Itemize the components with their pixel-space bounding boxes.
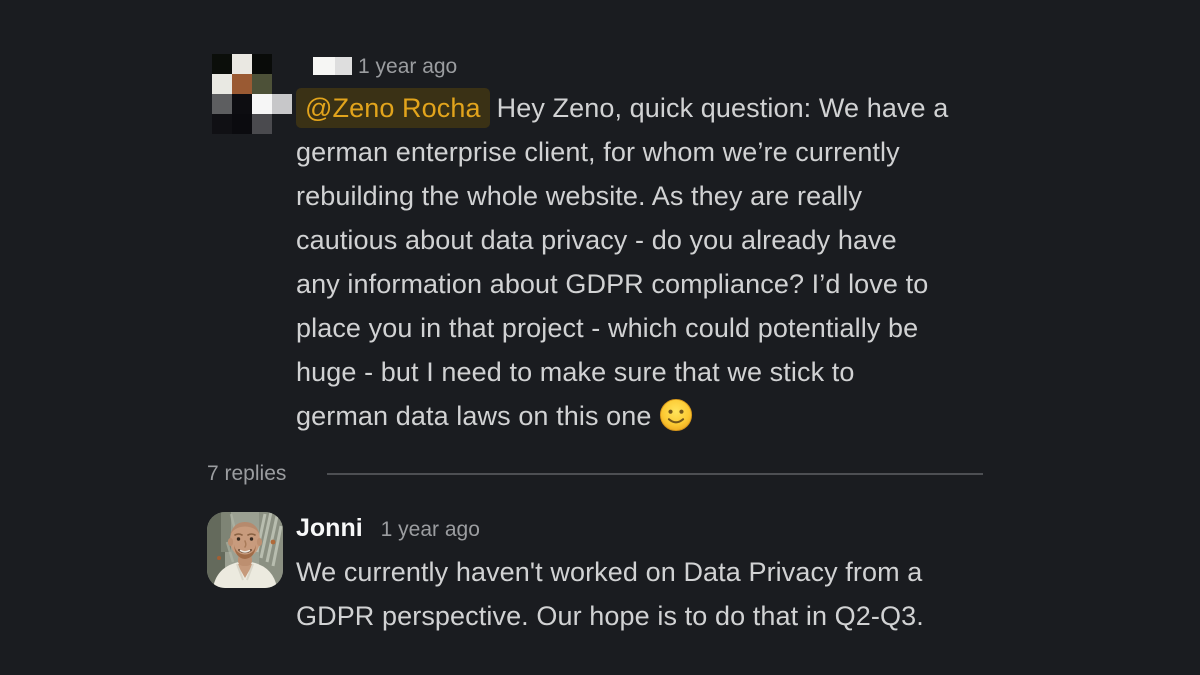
avatar-pixel [272, 74, 292, 94]
message-line: GDPR perspective. Our hope is to do that… [296, 601, 924, 631]
reply-timestamp[interactable]: 1 year ago [380, 518, 480, 541]
message-line-text: Hey Zeno, quick question: We have a [496, 93, 949, 123]
avatar-pixel [232, 54, 252, 74]
message-line: any information about GDPR compliance? I… [296, 269, 929, 299]
slightly-smiling-face-emoji[interactable] [659, 398, 693, 432]
avatar-pixel [212, 74, 232, 94]
redacted-username[interactable] [313, 57, 352, 75]
avatar-pixel [212, 54, 232, 74]
redaction-block [335, 57, 352, 75]
avatar-pixel [212, 114, 232, 134]
reply-author[interactable]: Jonni [296, 514, 363, 542]
reply-header: Jonni 1 year ago [296, 511, 480, 545]
jonni-avatar[interactable] [207, 512, 283, 588]
avatar-pixel [272, 54, 292, 74]
message-line: german enterprise client, for whom we’re… [296, 137, 900, 167]
avatar-pixel [252, 94, 272, 114]
user-mention[interactable]: @Zeno Rocha [296, 88, 490, 128]
message-line: place you in that project - which could … [296, 313, 919, 343]
root-message-text: @Zeno Rocha Hey Zeno, quick question: We … [296, 86, 1036, 438]
avatar-pixel [252, 54, 272, 74]
message-line: @Zeno Rocha Hey Zeno, quick question: We … [296, 86, 1036, 130]
message-line: german data laws on this one [296, 394, 1036, 438]
replies-count[interactable]: 7 replies [207, 462, 287, 485]
message-line: cautious about data privacy - do you alr… [296, 225, 897, 255]
avatar-pixel [232, 74, 252, 94]
avatar-pixel [252, 74, 272, 94]
avatar-pixel [272, 94, 292, 114]
avatar-pixel [212, 94, 232, 114]
avatar-pixel [272, 114, 292, 134]
avatar-pixel [232, 94, 252, 114]
message-line-text: german data laws on this one [296, 401, 652, 431]
root-timestamp[interactable]: 1 year ago [358, 55, 458, 78]
reply-message-text: We currently haven't worked on Data Priv… [296, 550, 1036, 638]
message-line: rebuilding the whole website. As they ar… [296, 181, 863, 211]
avatar-pixel [232, 114, 252, 134]
message-line: We currently haven't worked on Data Priv… [296, 557, 923, 587]
redaction-block [313, 57, 335, 75]
pixelated-avatar[interactable] [212, 54, 292, 134]
avatar-pixel [252, 114, 272, 134]
thread-divider [327, 473, 983, 475]
message-line: huge - but I need to make sure that we s… [296, 357, 855, 387]
